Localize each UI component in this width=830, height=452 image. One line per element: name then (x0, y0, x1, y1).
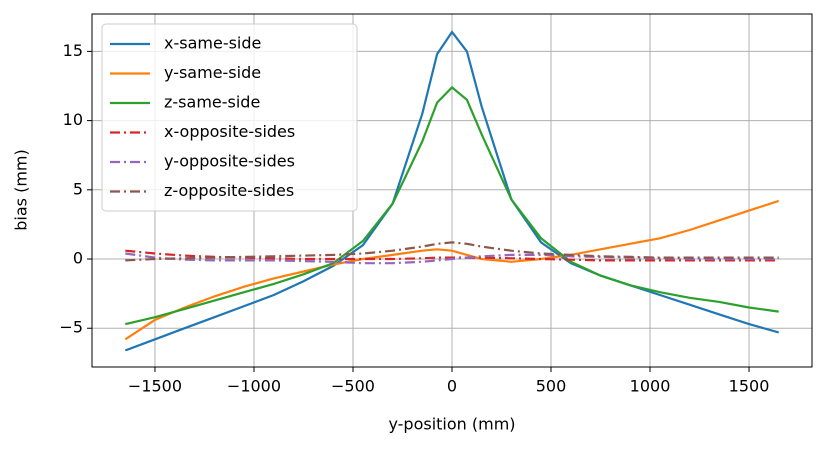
x-tick-label: −500 (331, 377, 375, 396)
series-line (125, 249, 779, 262)
legend-label: y-same-side (164, 63, 261, 82)
series-line (125, 85, 779, 326)
legend-box (101, 23, 358, 212)
y-axis-label: bias (mm) (12, 149, 31, 230)
y-tick-label: 5 (73, 179, 83, 198)
x-tick-label: 0 (447, 377, 457, 396)
x-tick-label: 500 (536, 377, 567, 396)
plot-frame (91, 13, 813, 368)
series-line (125, 252, 779, 265)
legend-label: y-opposite-sides (164, 152, 295, 171)
y-tick-label: 10 (63, 110, 83, 129)
series-line (124, 30, 779, 352)
x-tick-label: −1000 (227, 377, 281, 396)
x-tick-label: 1500 (729, 377, 770, 396)
series-line (124, 199, 780, 341)
legend-label: x-opposite-sides (164, 122, 295, 141)
x-tick-label: 1000 (630, 377, 671, 396)
y-tick-label: 15 (63, 41, 83, 60)
y-tick-label: −5 (59, 318, 83, 337)
x-axis-label: y-position (mm) (388, 415, 515, 434)
x-tick-label: −1500 (128, 377, 182, 396)
legend-label: x-same-side (164, 34, 261, 53)
y-tick-label: 0 (73, 249, 83, 268)
legend-label: z-opposite-sides (164, 181, 294, 200)
series-line (125, 241, 779, 262)
legend-label: z-same-side (164, 93, 260, 112)
